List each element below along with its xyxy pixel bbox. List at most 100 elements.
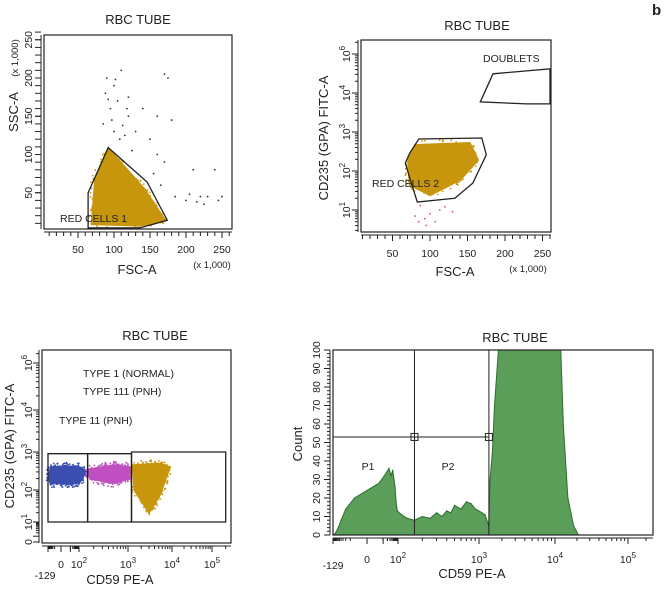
scatter-dot	[55, 480, 58, 483]
scatter-dot	[146, 221, 149, 224]
tick-label-exponent: 4	[20, 401, 29, 406]
scatter-dot	[126, 468, 129, 471]
histogram-point	[394, 486, 396, 488]
scatter-dot	[64, 475, 67, 477]
gate-polygon[interactable]	[130, 451, 227, 523]
tick-label: 104	[20, 401, 35, 418]
scatter-dot	[111, 222, 114, 225]
scatter-dot	[62, 483, 65, 486]
scatter-dot	[67, 477, 70, 480]
scatter-dot	[435, 179, 438, 182]
scatter-dot	[154, 213, 157, 216]
scatter-dot	[119, 182, 122, 185]
scatter-dot	[72, 472, 75, 475]
scatter-dot	[466, 170, 468, 173]
gate-polygon[interactable]	[404, 137, 487, 203]
scatter-dot	[443, 154, 446, 156]
scatter-dot	[423, 217, 426, 220]
scatter-dot	[137, 179, 139, 182]
scatter-dot	[125, 181, 128, 183]
scatter-dot	[151, 463, 154, 466]
y-axis-multiplier: (x 1,000)	[10, 39, 21, 77]
scatter-dot	[418, 162, 421, 165]
scatter-dot	[422, 175, 425, 178]
scatter-dot	[99, 473, 101, 475]
scatter-dot	[126, 464, 129, 467]
scatter-dot	[69, 468, 71, 471]
scatter-dot	[45, 479, 48, 482]
scatter-dot	[413, 157, 415, 160]
scatter-dot	[136, 491, 138, 494]
scatter-dot	[81, 482, 83, 485]
scatter-dot	[106, 206, 109, 208]
scatter-dot	[110, 189, 113, 192]
scatter-dot	[70, 467, 73, 469]
scatter-dot	[136, 475, 138, 478]
scatter-dot	[161, 475, 164, 478]
scatter-dot	[138, 217, 140, 219]
tick-label: 150	[141, 244, 159, 256]
scatter-dot	[425, 178, 428, 181]
scatter-dot	[148, 482, 150, 484]
tick-label-base: -129	[322, 560, 343, 572]
scatter-dot	[447, 180, 450, 183]
scatter-dot	[137, 473, 140, 476]
scatter-dot	[138, 187, 141, 190]
scatter-dot	[115, 196, 117, 199]
scatter-dot	[109, 160, 112, 163]
scatter-dot	[102, 123, 105, 125]
scatter-dot	[95, 222, 97, 225]
scatter-dot	[70, 475, 73, 478]
scatter-dot	[108, 169, 111, 171]
tick-label: 102	[71, 556, 88, 571]
scatter-dot	[137, 202, 139, 205]
scatter-dot	[405, 178, 408, 181]
scatter-dot	[149, 481, 152, 484]
scatter-dot	[98, 469, 101, 471]
scatter-dot	[146, 464, 149, 466]
scatter-dot	[117, 469, 120, 472]
tick-label: 80	[311, 381, 323, 393]
histogram-point	[493, 404, 496, 407]
tick-label-exponent: 2	[402, 551, 407, 560]
scatter-dot	[133, 197, 136, 200]
tick-label: 70	[311, 400, 323, 412]
scatter-dot	[163, 463, 166, 466]
scatter-dot	[113, 84, 115, 87]
scatter-dot	[89, 473, 92, 476]
scatter-dot	[118, 483, 121, 486]
scatter-dot	[415, 150, 418, 153]
x-axis-multiplier: (x 1,000)	[509, 264, 547, 275]
scatter-dot	[420, 189, 423, 191]
scatter-dot	[449, 178, 452, 181]
scatter-dot	[94, 215, 96, 218]
scatter-dot	[122, 185, 125, 187]
scatter-dot	[127, 115, 130, 118]
scatter-dot	[102, 482, 105, 485]
gate-polygon[interactable]	[86, 453, 133, 523]
gate-polygon[interactable]	[87, 146, 169, 229]
scatter-dot	[154, 465, 157, 467]
scatter-dot	[61, 471, 64, 473]
tick-label-exponent: 2	[20, 481, 29, 486]
scatter-dot	[148, 491, 151, 494]
histogram-point	[378, 482, 380, 484]
scatter-dot	[419, 159, 422, 162]
scatter-dot	[459, 175, 462, 178]
scatter-dot	[463, 169, 466, 171]
scatter-dot	[138, 218, 141, 221]
scatter-dot	[414, 215, 416, 217]
histogram-point	[396, 510, 398, 512]
plot-panel-1: RED CELLS 1 50 100 150 200 250 50 100 150 200 250 R…	[6, 12, 233, 277]
scatter-dot	[94, 476, 97, 479]
scatter-dot	[140, 496, 143, 499]
scatter-dot	[163, 475, 165, 478]
scatter-dot	[51, 469, 54, 471]
gate-polygon[interactable]	[479, 68, 551, 105]
scatter-dot	[438, 168, 441, 171]
scatter-dot	[441, 161, 444, 164]
plot-title: RBC TUBE	[482, 330, 548, 345]
gate-handle[interactable]	[484, 432, 493, 441]
scatter-dot	[93, 474, 95, 476]
scatter-dot	[440, 155, 442, 158]
